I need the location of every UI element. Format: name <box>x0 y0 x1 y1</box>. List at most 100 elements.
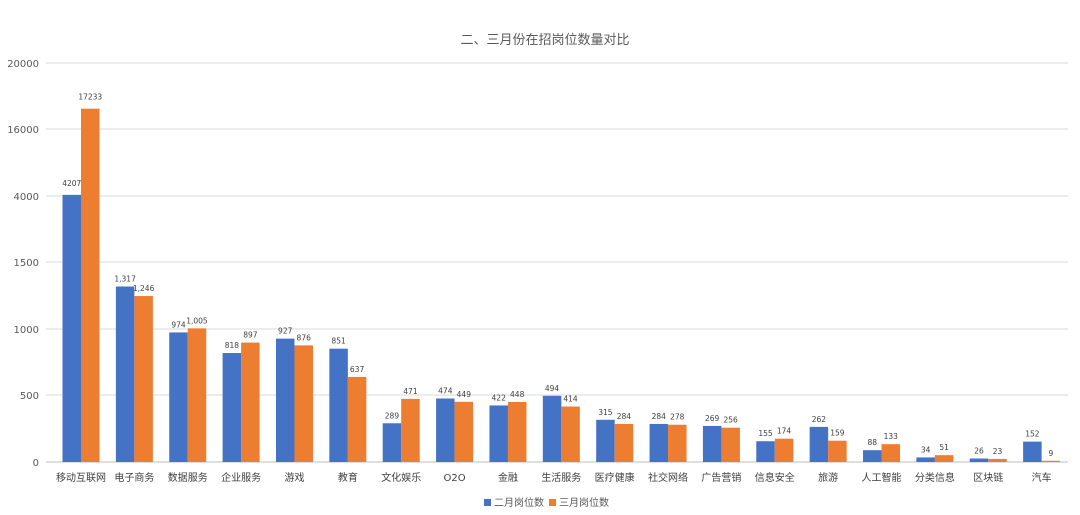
data-label: 155 <box>758 429 773 438</box>
x-tick-label: 信息安全 <box>755 471 795 484</box>
bar-mar <box>614 423 634 462</box>
data-label: 927 <box>278 327 293 336</box>
x-tick-label: 人工智能 <box>862 471 902 484</box>
bar-feb <box>596 419 615 462</box>
bar-mar <box>294 345 313 462</box>
y-tick-label: 0 <box>33 458 39 469</box>
x-tick-label: 医疗健康 <box>595 471 635 484</box>
data-label: 262 <box>812 415 827 424</box>
x-tick-label: 金融 <box>498 471 518 484</box>
legend-swatch-mar <box>549 499 556 506</box>
bar-feb <box>62 194 81 463</box>
data-label: 897 <box>243 331 258 340</box>
data-label: 1,005 <box>186 316 208 325</box>
data-label: 851 <box>331 337 346 346</box>
bar-feb <box>916 457 935 462</box>
data-label: 449 <box>457 390 472 399</box>
bar-feb <box>1023 441 1042 462</box>
chart-title: 二、三月份在招岗位数量对比 <box>460 33 629 48</box>
bar-mar <box>81 108 100 462</box>
bar-mar <box>988 458 1007 462</box>
data-label: 818 <box>225 341 240 350</box>
data-label: 474 <box>438 386 453 395</box>
bars <box>62 108 1061 463</box>
data-label: 422 <box>492 393 507 402</box>
bar-mar <box>507 401 527 462</box>
y-tick-label: 500 <box>20 391 39 402</box>
data-label: 26 <box>974 447 984 456</box>
data-label: 876 <box>297 333 312 342</box>
data-label: 448 <box>510 390 525 399</box>
bar-mar <box>774 438 794 462</box>
data-label: 51 <box>939 443 949 452</box>
data-label: 269 <box>705 414 720 423</box>
bar-feb <box>222 353 242 462</box>
data-label: 974 <box>171 320 186 329</box>
bar-mar <box>721 427 740 462</box>
bar-mar <box>347 376 367 462</box>
legend-label-feb: 二月岗位数 <box>494 496 544 509</box>
x-tick-label: 分类信息 <box>915 471 955 484</box>
y-tick-label: 1500 <box>14 258 39 269</box>
data-label: 637 <box>350 365 365 374</box>
x-tick-label: O2O <box>444 473 466 484</box>
data-label: 278 <box>670 413 685 422</box>
bar-mar <box>187 328 207 462</box>
data-label: 284 <box>652 412 667 421</box>
data-label: 494 <box>545 384 560 393</box>
data-label: 1,317 <box>114 275 136 284</box>
data-label: 133 <box>884 432 899 441</box>
bar-mar <box>828 440 847 462</box>
legend-swatch-feb <box>484 499 491 506</box>
x-tick-label: 区块链 <box>973 471 1003 484</box>
bar-mar <box>1041 460 1061 462</box>
bar-feb <box>275 338 295 462</box>
y-tick-label: 16000 <box>7 125 39 136</box>
data-label: 34 <box>921 445 931 454</box>
x-tick-label: 旅游 <box>818 471 838 484</box>
x-tick-label: 文化娱乐 <box>381 471 421 484</box>
data-label: 289 <box>385 411 400 420</box>
bar-feb <box>115 286 135 462</box>
data-label: 1,246 <box>133 284 155 293</box>
bar-feb <box>382 423 402 462</box>
bar-feb <box>329 348 348 462</box>
bar-feb <box>436 398 455 462</box>
bar-feb <box>863 450 882 462</box>
x-tick-label: 电子商务 <box>114 471 154 484</box>
data-label: 23 <box>993 447 1003 456</box>
x-tick-label: 企业服务 <box>221 471 261 484</box>
bar-feb <box>702 425 722 462</box>
x-tick-label: 数据服务 <box>168 471 208 484</box>
bar-mar <box>881 444 901 462</box>
bar-feb <box>649 423 669 462</box>
legend-label-mar: 三月岗位数 <box>559 496 609 509</box>
gridlines <box>46 62 1068 463</box>
y-tick-label: 20000 <box>7 59 39 70</box>
data-label: 471 <box>403 387 418 396</box>
data-label: 174 <box>777 427 792 436</box>
data-label: 315 <box>598 408 613 417</box>
data-label: 4207 <box>62 179 81 188</box>
bar-feb <box>756 441 775 462</box>
data-label: 414 <box>563 395 578 404</box>
data-label: 17233 <box>78 93 102 102</box>
data-label: 159 <box>830 429 845 438</box>
bar-mar <box>668 424 687 462</box>
bar-feb <box>542 395 562 462</box>
data-label: 152 <box>1025 430 1040 439</box>
x-tick-label: 移动互联网 <box>56 471 106 484</box>
bar-mar <box>401 398 420 462</box>
bar-mar <box>561 406 580 462</box>
x-tick-label: 教育 <box>338 471 358 484</box>
x-tick-label: 游戏 <box>284 471 304 484</box>
data-label: 256 <box>724 416 739 425</box>
bar-mar <box>454 401 474 462</box>
x-tick-label: 广告营销 <box>701 471 741 484</box>
legend: 二月岗位数 三月岗位数 <box>484 496 609 509</box>
data-label: 9 <box>1048 449 1053 458</box>
bar-feb <box>169 332 188 462</box>
